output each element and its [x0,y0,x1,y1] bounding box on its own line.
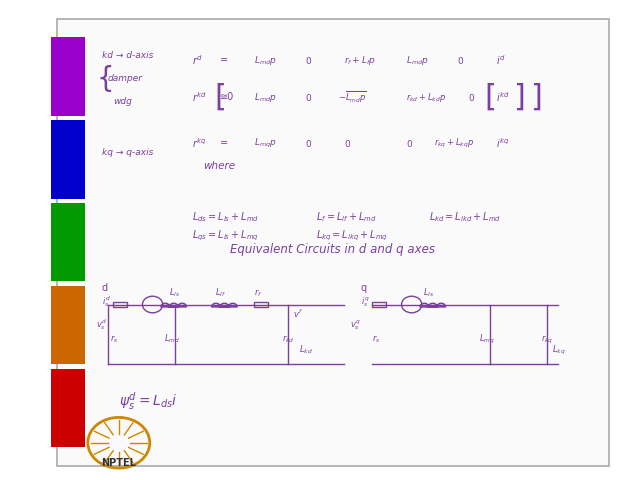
Text: $L_{ds} = L_{ls} + L_{md}$: $L_{ds} = L_{ls} + L_{md}$ [192,210,259,224]
Text: $L_{mq}p$: $L_{mq}p$ [254,137,276,150]
Text: $\psi_s^d = L_{ds} i$: $\psi_s^d = L_{ds} i$ [119,390,177,412]
FancyBboxPatch shape [51,286,85,364]
Text: $r_{kq} + L_{kq}p$: $r_{kq} + L_{kq}p$ [434,137,474,150]
Text: $L_{kd} = L_{lkd} + L_{md}$: $L_{kd} = L_{lkd} + L_{md}$ [429,210,501,224]
Text: [: [ [485,83,497,112]
Text: Equivalent Circuits in d and q axes: Equivalent Circuits in d and q axes [230,243,435,256]
Text: d: d [102,283,108,293]
Text: ≅0: ≅0 [220,92,234,102]
FancyBboxPatch shape [51,203,85,281]
FancyBboxPatch shape [51,37,85,116]
Text: $i^{kq}$: $i^{kq}$ [496,136,509,150]
Text: $r_f + L_f p$: $r_f + L_f p$ [344,54,376,67]
Text: $i_s^d$: $i_s^d$ [102,294,111,309]
Text: $L_{md}$: $L_{md}$ [164,332,180,345]
Text: $0$: $0$ [305,138,312,149]
Text: {: { [96,65,114,93]
Text: $L_{md}p$: $L_{md}p$ [406,54,429,67]
Text: =: = [220,138,228,148]
Text: $0$: $0$ [305,92,312,103]
Text: $i_s^q$: $i_s^q$ [361,296,369,309]
Text: $v_s^d$: $v_s^d$ [96,317,108,332]
Text: $0$: $0$ [468,92,475,103]
Text: q: q [361,283,367,293]
Text: $v_s^q$: $v_s^q$ [349,319,360,332]
Text: $L_{qs} = L_{ls} + L_{mq}$: $L_{qs} = L_{ls} + L_{mq}$ [192,228,259,242]
Text: $0$: $0$ [305,55,312,66]
Text: $L_{lf}$: $L_{lf}$ [214,286,226,299]
Text: $i^{kd}$: $i^{kd}$ [496,90,510,104]
Text: $i^d$: $i^d$ [496,53,506,67]
FancyBboxPatch shape [51,369,85,447]
Text: where: where [204,161,236,171]
Text: $0$: $0$ [344,138,351,149]
Text: $r_f$: $r_f$ [254,288,262,299]
Text: wdg: wdg [113,97,132,106]
Text: $r_s$: $r_s$ [110,334,118,345]
Text: $r^d$: $r^d$ [192,53,203,67]
Text: $L_{kq}$: $L_{kq}$ [552,344,566,358]
Text: $L_{kq} = L_{lkq} + L_{mq}$: $L_{kq} = L_{lkq} + L_{mq}$ [316,228,388,242]
Text: $0$: $0$ [406,138,413,149]
Text: $L_{md}p$: $L_{md}p$ [254,54,276,67]
Text: $L_{mq}$: $L_{mq}$ [479,333,495,346]
Text: ]: ] [530,83,542,112]
Text: $r_{kd} + L_{kd}p$: $r_{kd} + L_{kd}p$ [406,91,446,104]
Text: $L_{ls}$: $L_{ls}$ [423,286,434,299]
Text: $L_{ls}$: $L_{ls}$ [170,286,180,299]
Text: $-\overline{L_{md}p}$: $-\overline{L_{md}p}$ [339,89,367,105]
Text: $r^{kd}$: $r^{kd}$ [192,90,207,104]
Text: $0$: $0$ [457,55,464,66]
Text: kq → q-axis: kq → q-axis [102,148,153,157]
FancyBboxPatch shape [57,19,609,466]
Text: $L_{md}p$: $L_{md}p$ [254,91,276,104]
Text: =: = [220,55,228,65]
Text: $r_{kq}$: $r_{kq}$ [541,334,554,346]
FancyBboxPatch shape [51,120,85,199]
Text: [: [ [214,83,227,112]
Text: $r^{kq}$: $r^{kq}$ [192,136,207,150]
Text: $r_{kd}$: $r_{kd}$ [282,334,294,345]
Text: $L_f = L_{lf} + L_{md}$: $L_f = L_{lf} + L_{md}$ [316,210,376,224]
Text: NPTEL: NPTEL [101,458,136,468]
Text: damper: damper [108,74,143,83]
Text: $L_{kd}$: $L_{kd}$ [299,344,313,356]
Text: kd → d-axis: kd → d-axis [102,51,153,60]
Text: $r_s$: $r_s$ [372,334,381,345]
Text: $v^f$: $v^f$ [293,308,303,320]
Text: ]: ] [513,83,525,112]
